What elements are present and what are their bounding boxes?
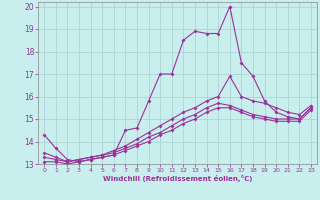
X-axis label: Windchill (Refroidissement éolien,°C): Windchill (Refroidissement éolien,°C) — [103, 175, 252, 182]
